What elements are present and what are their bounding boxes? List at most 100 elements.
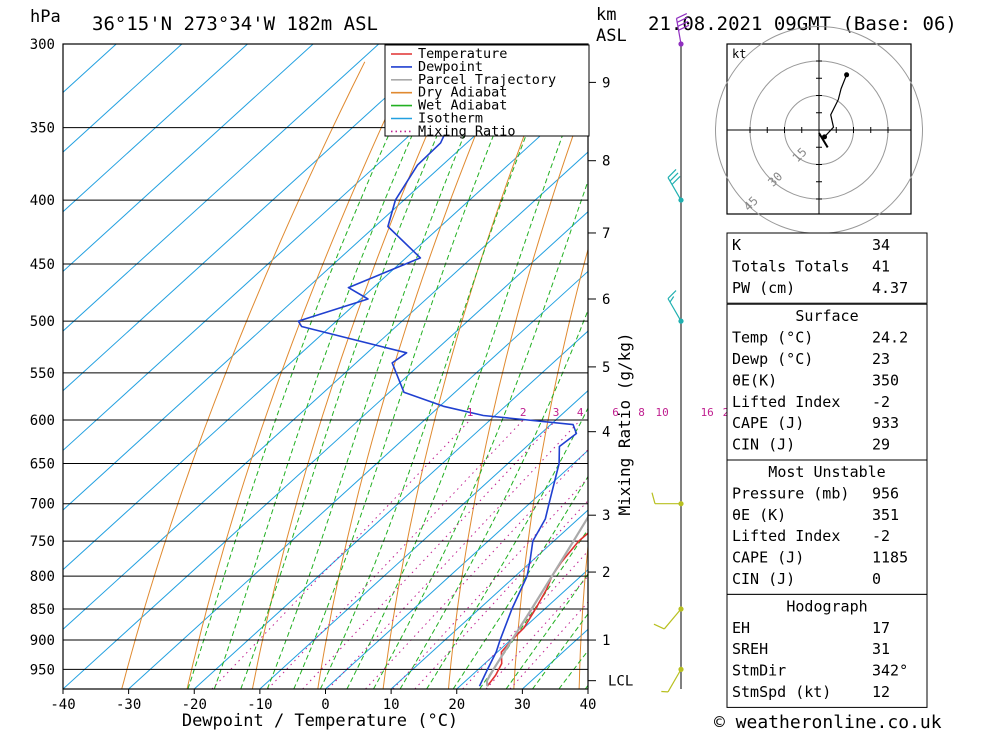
isotherm-line bbox=[0, 44, 444, 689]
mixing-ratio-label: 3 bbox=[553, 406, 560, 419]
most-unstable-indices-row-value: 956 bbox=[872, 484, 899, 502]
most-unstable-indices-row-label: CIN (J) bbox=[732, 570, 795, 588]
hodograph-indices-row-label: SREH bbox=[732, 640, 768, 658]
temperature-tick-label: -40 bbox=[50, 697, 75, 713]
datetime-label: 21.08.2021 09GMT (Base: 06) bbox=[648, 13, 957, 35]
pressure-tick-label: 350 bbox=[30, 121, 55, 137]
most-unstable-indices-row-label: θE (K) bbox=[732, 506, 786, 524]
mixing-ratio-line bbox=[328, 420, 580, 689]
x-axis-title: Dewpoint / Temperature (°C) bbox=[182, 711, 458, 731]
mixing-ratio-label: 16 bbox=[701, 406, 714, 419]
isotherm-line bbox=[0, 44, 576, 689]
height-tick-label: 4 bbox=[602, 425, 610, 441]
temperature-tick-label: 30 bbox=[514, 697, 531, 713]
temperature-tick-label: 40 bbox=[580, 697, 597, 713]
surface-indices-row-label: Temp (°C) bbox=[732, 329, 813, 347]
height-tick-label: LCL bbox=[608, 674, 633, 690]
km-label: km bbox=[596, 5, 616, 25]
mixing-ratio-labels: 12346810162025 bbox=[467, 406, 759, 419]
most-unstable-indices-row-value: 1185 bbox=[872, 549, 908, 567]
dry-adiabat-line bbox=[122, 62, 365, 689]
hodograph-indices-row-label: EH bbox=[732, 619, 750, 637]
most-unstable-indices-row-label: CAPE (J) bbox=[732, 549, 804, 567]
surface-indices-title: Surface bbox=[795, 307, 858, 325]
most-unstable-indices-row-value: 0 bbox=[872, 570, 881, 588]
isotherm-line bbox=[0, 44, 510, 689]
wind-barb-shaft bbox=[668, 669, 681, 692]
isotherm-line bbox=[0, 44, 116, 689]
dry-adiabat-line bbox=[449, 62, 600, 689]
general-indices-row-label: K bbox=[732, 236, 741, 254]
copyright-label: © weatheronline.co.uk bbox=[714, 712, 942, 733]
mixing-ratio-label: 2 bbox=[520, 406, 527, 419]
mixing-ratio-line bbox=[463, 420, 708, 689]
pressure-tick-label: 600 bbox=[30, 413, 55, 429]
hodograph-indices-row-value: 17 bbox=[872, 619, 890, 637]
mixing-ratio-label: 1 bbox=[467, 406, 474, 419]
height-tick-label: 6 bbox=[602, 292, 610, 308]
isotherm-line bbox=[0, 44, 707, 689]
dry-adiabat-line bbox=[187, 62, 412, 689]
most-unstable-indices-row-value: 351 bbox=[872, 506, 899, 524]
pressure-unit-label: hPa bbox=[30, 7, 61, 27]
hodograph-indices-row-value: 31 bbox=[872, 640, 890, 658]
general-indices-row-value: 41 bbox=[872, 257, 890, 275]
general-indices-row-label: PW (cm) bbox=[732, 279, 795, 297]
pressure-tick-label: 550 bbox=[30, 366, 55, 382]
pressure-tick-label: 850 bbox=[30, 602, 55, 618]
mixing-ratio-line bbox=[303, 420, 556, 689]
surface-indices-row-label: CAPE (J) bbox=[732, 414, 804, 432]
mixing-ratio-axis-title: Mixing Ratio (g/kg) bbox=[615, 332, 634, 515]
pressure-tick-label: 650 bbox=[30, 456, 55, 472]
profile-series bbox=[298, 44, 795, 686]
surface-indices-row-value: 29 bbox=[872, 436, 890, 454]
dry-adiabat-line bbox=[644, 62, 740, 689]
legend-label: Mixing Ratio bbox=[418, 123, 516, 139]
most-unstable-indices-row-label: Pressure (mb) bbox=[732, 484, 849, 502]
hodograph-indices-title: Hodograph bbox=[786, 597, 867, 615]
surface-indices-row-label: Dewp (°C) bbox=[732, 350, 813, 368]
most-unstable-indices-row-value: -2 bbox=[872, 527, 890, 545]
wet-adiabat-line bbox=[374, 44, 638, 689]
surface-indices-row-label: Lifted Index bbox=[732, 393, 840, 411]
most-unstable-indices-row-label: Lifted Index bbox=[732, 527, 840, 545]
surface-indices-row-value: 933 bbox=[872, 414, 899, 432]
pressure-tick-label: 700 bbox=[30, 497, 55, 513]
surface-indices-row-value: -2 bbox=[872, 393, 890, 411]
surface-indices-row-value: 23 bbox=[872, 350, 890, 368]
mixing-ratio-label: 8 bbox=[638, 406, 645, 419]
wind-barb-flag bbox=[670, 296, 674, 302]
general-indices-row-value: 4.37 bbox=[872, 279, 908, 297]
general-indices-row-value: 34 bbox=[872, 236, 890, 254]
mixing-ratio-label: 10 bbox=[656, 406, 669, 419]
most-unstable-indices-title: Most Unstable bbox=[768, 463, 885, 481]
wind-barb-flag bbox=[652, 493, 655, 504]
location-label: 36°15'N 273°34'W 182m ASL bbox=[92, 13, 378, 35]
pressure-tick-label: 900 bbox=[30, 633, 55, 649]
height-tick-label: 7 bbox=[602, 226, 610, 242]
asl-label: ASL bbox=[596, 26, 627, 46]
height-tick-label: 2 bbox=[602, 565, 610, 581]
pressure-tick-label: 400 bbox=[30, 193, 55, 209]
hodograph-indices-row-label: StmSpd (kt) bbox=[732, 683, 831, 701]
height-tick-label: 9 bbox=[602, 75, 610, 91]
pressure-tick-label: 500 bbox=[30, 314, 55, 330]
wind-profile bbox=[652, 14, 689, 692]
height-tick-label: 8 bbox=[602, 154, 610, 170]
hodograph-indices-row-label: StmDir bbox=[732, 662, 786, 680]
isotherm-line bbox=[63, 44, 773, 689]
hodograph-end-point bbox=[844, 72, 849, 77]
wind-barb-flag bbox=[668, 291, 676, 299]
pressure-tick-label: 300 bbox=[30, 37, 55, 53]
height-tick-label: 5 bbox=[602, 360, 610, 376]
height-tick-label: 1 bbox=[602, 633, 610, 649]
mixing-ratio-label: 4 bbox=[577, 406, 584, 419]
hodograph-indices-row-value: 12 bbox=[872, 683, 890, 701]
surface-indices-row-value: 24.2 bbox=[872, 329, 908, 347]
wind-barb-shaft bbox=[664, 609, 681, 629]
dry-adiabat-line bbox=[579, 62, 693, 689]
